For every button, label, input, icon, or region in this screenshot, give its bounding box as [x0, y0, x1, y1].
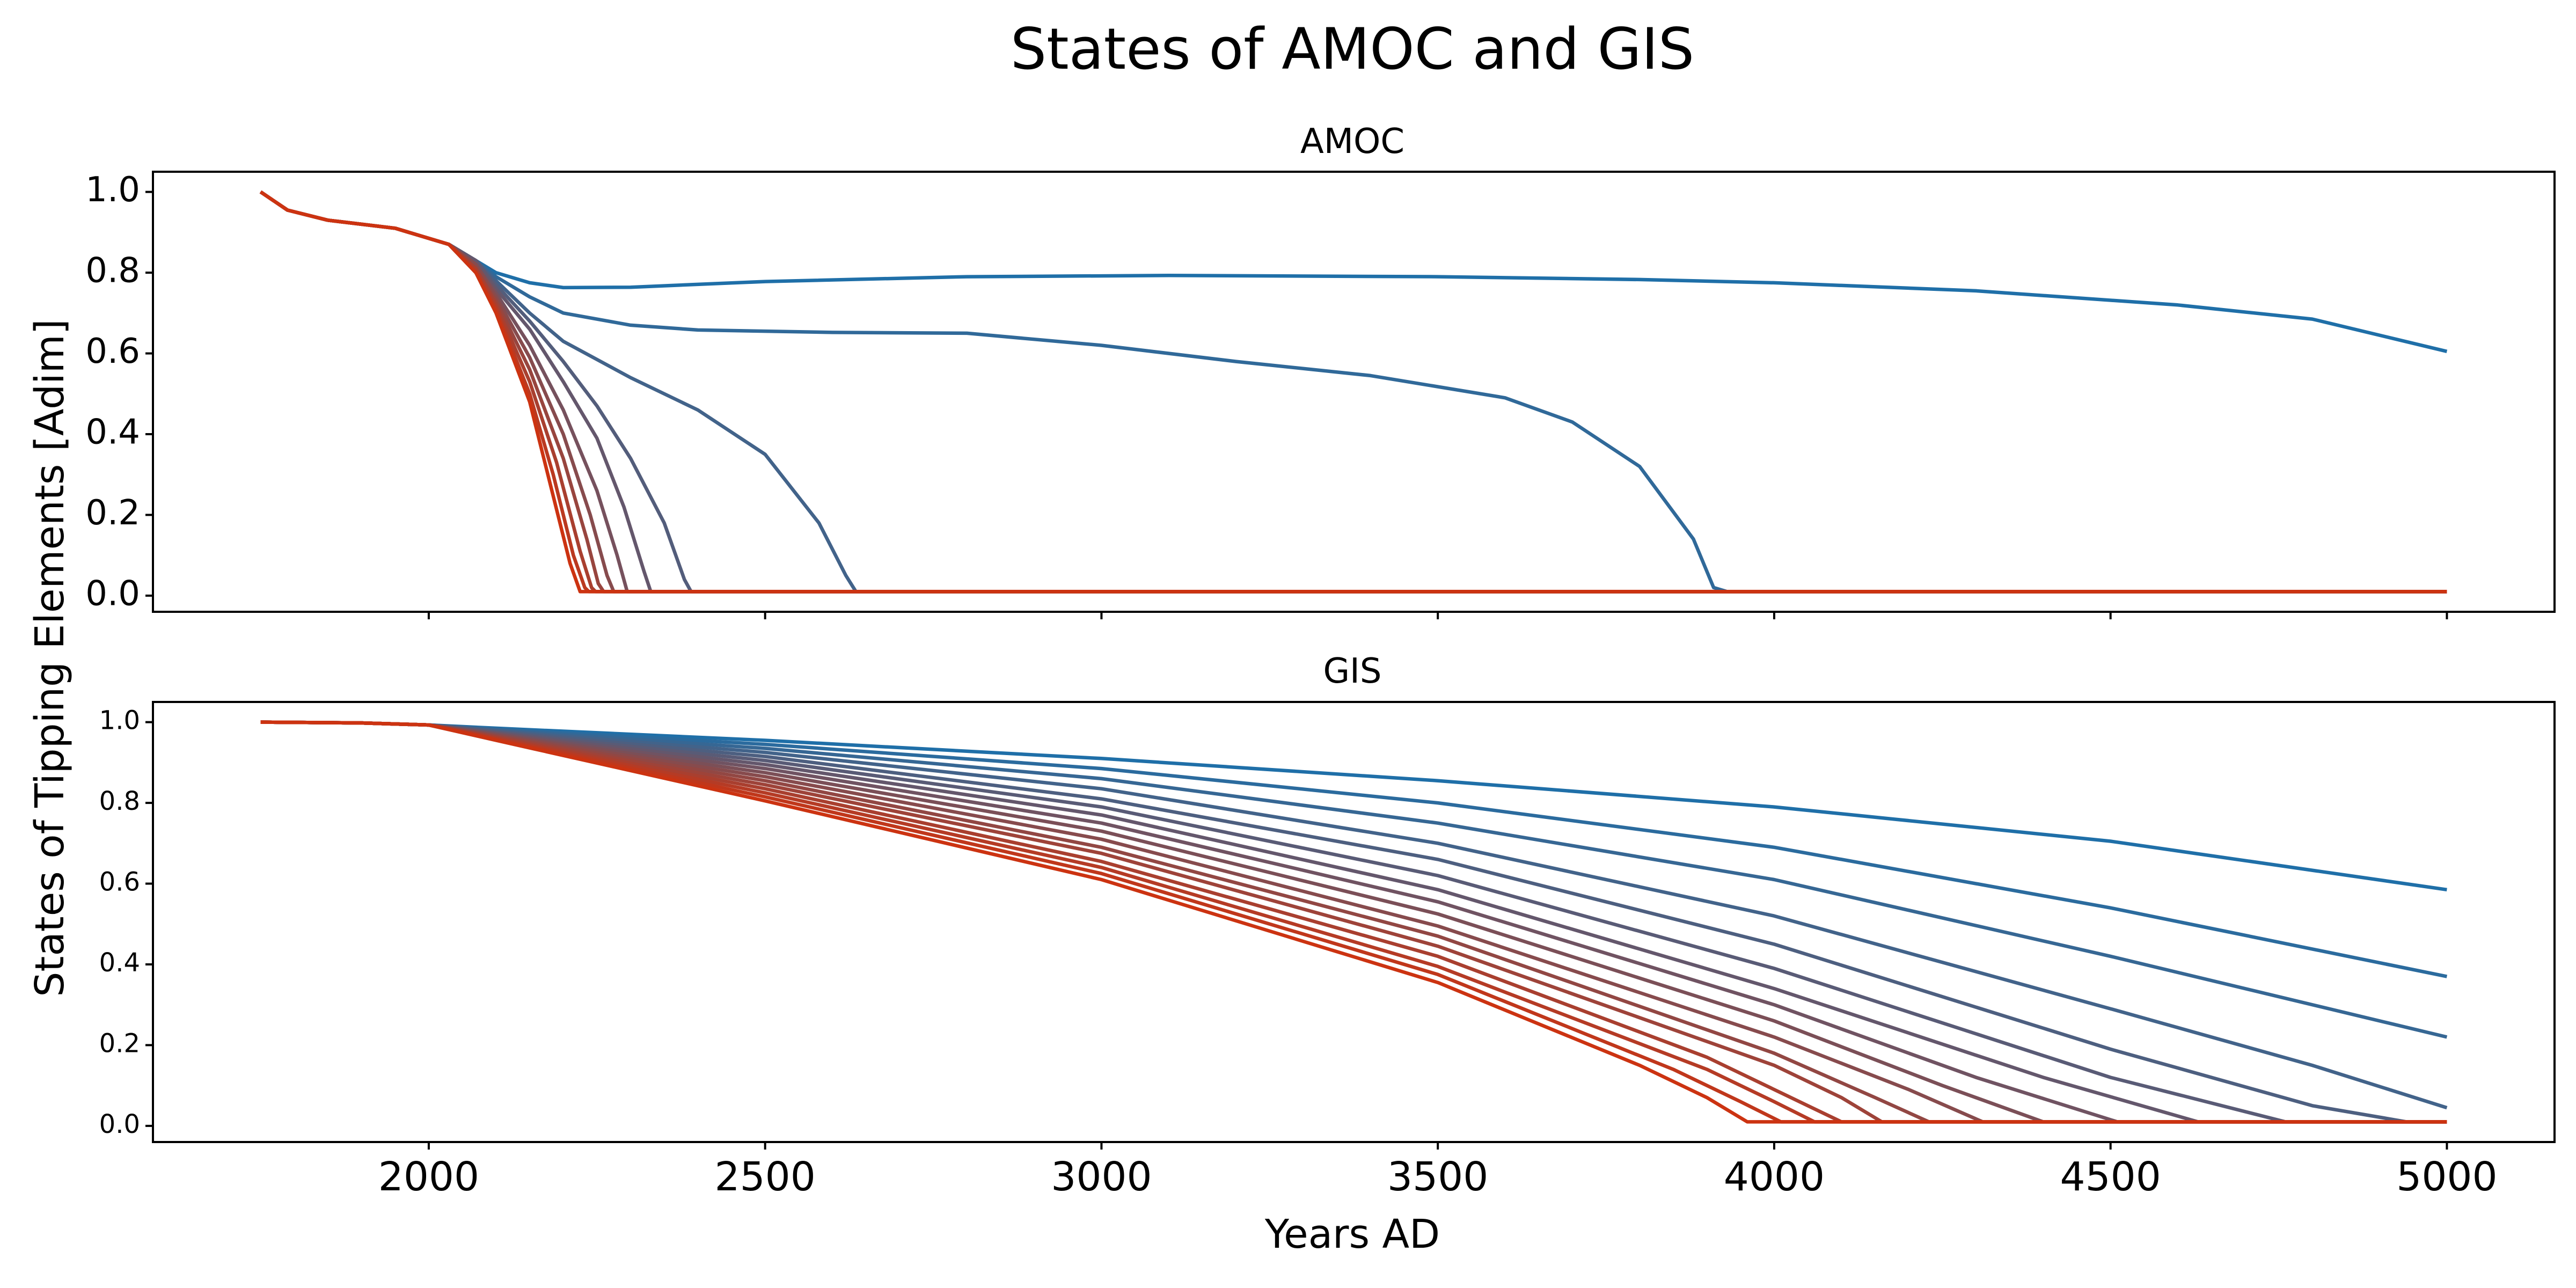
- plot-frame-amoc: [152, 171, 2556, 613]
- series-group-gis: [260, 720, 2448, 1124]
- ytick-label-amoc: 1.0: [85, 170, 140, 210]
- ytick-label-gis: 0.6: [99, 867, 140, 897]
- series-line-amoc-2: [259, 190, 2447, 594]
- series-line-amoc-1: [259, 190, 2448, 353]
- plot-frame-gis: [152, 701, 2556, 1143]
- series-line-amoc-3: [259, 190, 2447, 594]
- xtick-label: 3000: [1051, 1154, 1152, 1200]
- y-axis-label: States of Tipping Elements [Adim]: [27, 319, 73, 997]
- xtick-label: 2000: [378, 1154, 479, 1200]
- panel-title-amoc: AMOC: [1300, 122, 1404, 162]
- ytick-label-amoc: 0.2: [85, 493, 140, 533]
- series-line-amoc-6: [259, 190, 2447, 594]
- axis-ticks-amoc: 0.0 0.2 0.4 0.6 0.8 1.0: [85, 170, 2448, 619]
- panel-title-gis: GIS: [1323, 652, 1381, 691]
- xtick-label: 4500: [2060, 1154, 2161, 1200]
- series-line-gis-12: [260, 720, 2447, 1124]
- series-line-amoc-11: [259, 190, 2447, 594]
- axis-ticks-gis: 0.0 0.2 0.4 0.6 0.8 1.0 2000 2500 3000 3500 4000 45…: [99, 706, 2498, 1200]
- series-group-amoc: [259, 190, 2448, 594]
- series-line-amoc-10: [259, 190, 2447, 594]
- series-line-amoc-9: [259, 190, 2447, 594]
- series-line-amoc-5: [259, 190, 2447, 594]
- x-axis-label: Years AD: [1264, 1211, 1440, 1257]
- series-line-amoc-8: [259, 190, 2447, 594]
- ytick-label-gis: 0.8: [99, 786, 140, 816]
- xtick-label: 4000: [1724, 1154, 1825, 1200]
- xtick-label: 3500: [1387, 1154, 1488, 1200]
- ytick-label-amoc: 0.6: [85, 332, 140, 371]
- series-line-amoc-4: [259, 190, 2447, 594]
- ytick-label-amoc: 0.0: [85, 574, 140, 613]
- xtick-label: 2500: [715, 1154, 816, 1200]
- xtick-label: 5000: [2396, 1154, 2497, 1200]
- ytick-label-gis: 0.0: [99, 1109, 140, 1139]
- ytick-label-gis: 0.4: [99, 948, 140, 978]
- ytick-label-amoc: 0.8: [85, 251, 140, 291]
- chart-title: States of AMOC and GIS: [1011, 16, 1694, 82]
- ytick-label-gis: 0.2: [99, 1028, 140, 1058]
- series-line-amoc-7: [259, 190, 2447, 594]
- ytick-label-gis: 1.0: [99, 706, 140, 736]
- series-line-gis-16: [260, 720, 2447, 1124]
- panel-gis: GIS 0.0 0.2 0.4 0.6 0.8 1.0 2000 2500 3000 3500 40…: [99, 652, 2556, 1200]
- ytick-label-amoc: 0.4: [85, 413, 140, 452]
- series-line-gis-3: [260, 720, 2448, 1039]
- panel-amoc: AMOC 0.0 0.2 0.4 0.6 0.8 1.0: [85, 122, 2556, 619]
